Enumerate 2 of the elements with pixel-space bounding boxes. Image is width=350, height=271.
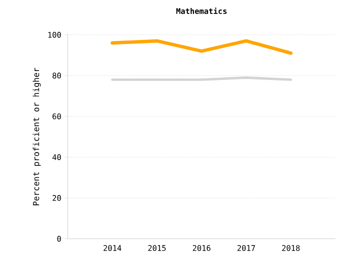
y-axis-title: Percent proficient or higher bbox=[32, 68, 41, 206]
line-series bbox=[110, 39, 293, 56]
